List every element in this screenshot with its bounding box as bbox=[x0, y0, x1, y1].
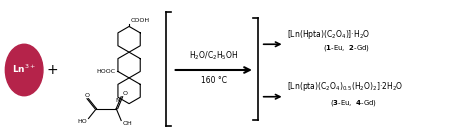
Text: N: N bbox=[116, 98, 120, 103]
Text: [Ln(pta)(C$_2$O$_4$)$_{0.5}$(H$_2$O)$_2$]·2H$_2$O: [Ln(pta)(C$_2$O$_4$)$_{0.5}$(H$_2$O)$_2$… bbox=[288, 80, 404, 93]
Text: 160 °C: 160 °C bbox=[201, 76, 227, 85]
Text: ($\mathbf{1}$-Eu,  $\mathbf{2}$-Gd): ($\mathbf{1}$-Eu, $\mathbf{2}$-Gd) bbox=[323, 43, 371, 53]
Text: ($\mathbf{3}$-Eu,  $\mathbf{4}$-Gd): ($\mathbf{3}$-Eu, $\mathbf{4}$-Gd) bbox=[330, 98, 377, 108]
Text: HOOC: HOOC bbox=[97, 69, 116, 74]
Ellipse shape bbox=[5, 44, 43, 96]
Text: +: + bbox=[46, 63, 58, 77]
Text: HO: HO bbox=[78, 120, 88, 125]
Text: [Ln(Hpta)(C$_2$O$_4$)]·H$_2$O: [Ln(Hpta)(C$_2$O$_4$)]·H$_2$O bbox=[288, 28, 371, 41]
Text: COOH: COOH bbox=[131, 18, 150, 23]
Text: O: O bbox=[122, 91, 127, 96]
Text: H$_2$O/C$_2$H$_5$OH: H$_2$O/C$_2$H$_5$OH bbox=[189, 50, 238, 62]
Text: O: O bbox=[85, 93, 90, 98]
Text: Ln$^{3+}$: Ln$^{3+}$ bbox=[12, 63, 36, 75]
Text: OH: OH bbox=[122, 121, 132, 126]
